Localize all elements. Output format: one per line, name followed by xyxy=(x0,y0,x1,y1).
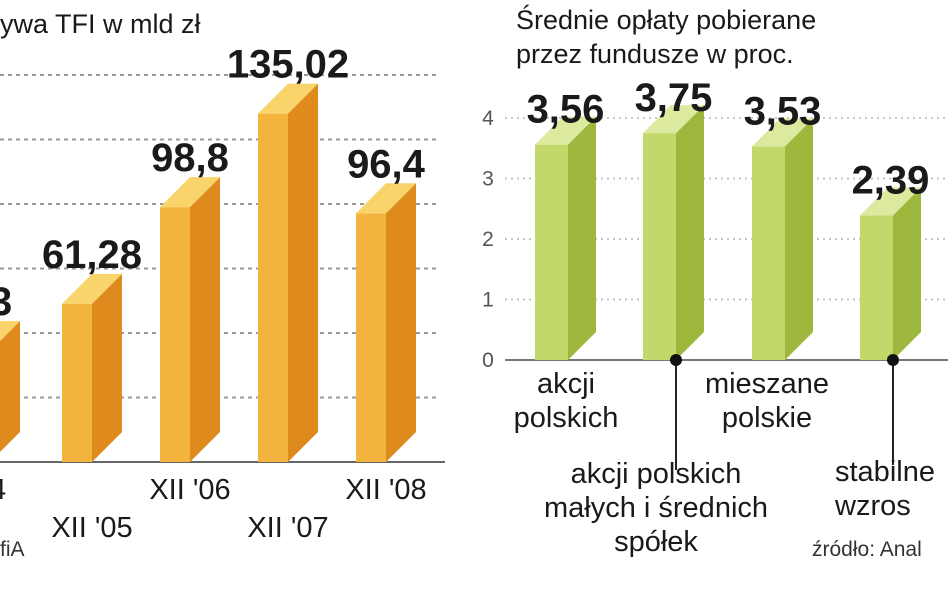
bar-0 xyxy=(535,116,596,361)
bar-3 xyxy=(860,187,921,360)
bar-1-face xyxy=(62,303,92,462)
right-chart-panel: Średnie opłaty pobierane przez fundusze … xyxy=(450,0,948,593)
bar-0-face xyxy=(535,144,568,360)
y-tick-label: 2 xyxy=(482,228,494,251)
bar-4-face xyxy=(386,183,416,462)
bar-3-face xyxy=(860,215,893,360)
value-label: 135,02 xyxy=(227,43,349,87)
category-label: spółek xyxy=(614,526,698,558)
bar-2 xyxy=(752,118,813,360)
left-chart-source: fiA xyxy=(0,538,25,561)
value-label: 98,8 xyxy=(151,136,229,180)
bar-2-face xyxy=(752,146,785,360)
bar-1 xyxy=(643,105,704,360)
bar-2-face xyxy=(785,118,813,360)
bar-4-face xyxy=(356,213,386,462)
bar-2-face xyxy=(160,207,190,462)
bar-0-face xyxy=(535,116,596,145)
value-label: 61,28 xyxy=(42,233,142,277)
left-chart-panel: ywa TFI w mld zł 43 04 61,28 XII '05 98,8 XII… xyxy=(0,0,450,593)
bar-0-face xyxy=(568,116,596,361)
bar-3-face xyxy=(860,187,921,216)
right-chart-title-line-2: przez fundusze w proc. xyxy=(516,39,794,69)
left-chart-svg: 43 04 61,28 XII '05 98,8 XII '06 135,02 XII '07… xyxy=(0,43,445,544)
bar-3-face xyxy=(258,113,288,462)
leader-dot xyxy=(670,354,682,366)
bar-0-face xyxy=(0,321,20,342)
value-label: 3,56 xyxy=(527,88,605,132)
value-label: 96,4 xyxy=(347,142,426,186)
category-label: mieszane xyxy=(705,368,829,400)
right-chart-source: źródło: Anal xyxy=(812,538,922,561)
value-label: 2,39 xyxy=(852,158,930,202)
category-label: stabilne xyxy=(835,456,935,488)
bar-4 xyxy=(356,183,416,462)
y-tick-label: 3 xyxy=(482,168,494,191)
category-label: wzros xyxy=(834,490,911,522)
bar-3 xyxy=(258,83,318,462)
bar-3-face xyxy=(288,83,318,462)
category-label: XII '06 xyxy=(149,474,230,506)
bar-1 xyxy=(62,273,122,462)
category-label: XII '07 xyxy=(247,512,328,544)
category-label: XII '05 xyxy=(51,512,132,544)
bar-3-face xyxy=(258,83,318,114)
bar-1-face xyxy=(676,105,704,360)
bar-1-face xyxy=(643,133,676,360)
category-label: 04 xyxy=(0,474,6,506)
bar-1-face xyxy=(62,273,122,304)
bar-4-face xyxy=(356,183,416,214)
bar-3-face xyxy=(893,187,921,360)
category-label: akcji xyxy=(537,368,595,400)
value-label: 43 xyxy=(0,280,12,324)
leader-dot xyxy=(887,354,899,366)
right-chart-title-line-1: Średnie opłaty pobierane xyxy=(516,5,817,35)
y-tick-label: 1 xyxy=(482,289,494,312)
value-label: 3,75 xyxy=(635,76,713,120)
bar-1-face xyxy=(643,105,704,134)
value-label: 3,53 xyxy=(744,89,822,133)
category-label: polskich xyxy=(514,402,619,434)
bar-2-face xyxy=(752,118,813,147)
y-tick-label: 0 xyxy=(482,349,494,372)
bar-2-face xyxy=(160,177,220,208)
category-label: małych i średnich xyxy=(544,492,768,524)
left-chart-title: ywa TFI w mld zł xyxy=(0,9,201,39)
bar-2-face xyxy=(190,177,220,462)
bar-2 xyxy=(160,177,220,462)
category-label: polskie xyxy=(722,402,812,434)
bar-0 xyxy=(0,321,20,452)
category-label: akcji polskich xyxy=(571,458,742,490)
bar-0-face xyxy=(0,321,20,452)
category-label: XII '08 xyxy=(345,474,426,506)
y-tick-label: 4 xyxy=(482,107,494,130)
bar-1-face xyxy=(92,273,122,462)
